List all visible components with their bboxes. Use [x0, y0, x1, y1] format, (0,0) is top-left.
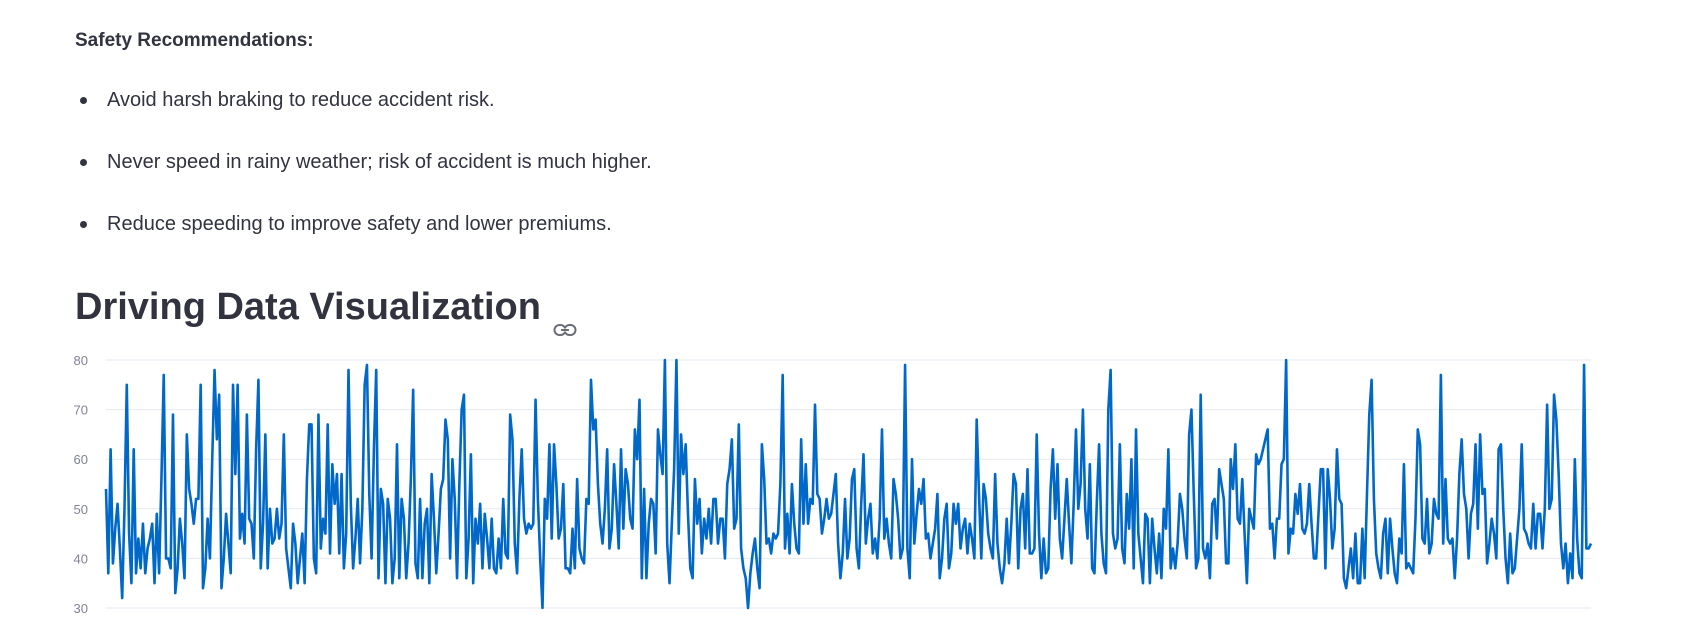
y-tick-label: 80	[74, 353, 88, 368]
recommendation-item: Reduce speeding to improve safety and lo…	[75, 212, 652, 274]
visualization-heading: Driving Data Visualization	[75, 284, 577, 336]
visualization-heading-text: Driving Data Visualization	[75, 286, 541, 328]
y-tick-label: 30	[74, 601, 88, 616]
link-icon[interactable]	[553, 302, 577, 336]
recommendation-item: Avoid harsh braking to reduce accident r…	[75, 88, 652, 150]
bullet-icon	[80, 97, 87, 104]
y-tick-label: 50	[74, 502, 88, 517]
bullet-icon	[80, 221, 87, 228]
bullet-icon	[80, 159, 87, 166]
series-line[interactable]	[104, 358, 1593, 610]
recommendations-list: Avoid harsh braking to reduce accident r…	[75, 88, 652, 274]
y-tick-label: 70	[74, 403, 88, 418]
recommendation-text: Avoid harsh braking to reduce accident r…	[107, 89, 495, 111]
line-chart[interactable]: 80 70 60 50 40 30	[66, 350, 1626, 630]
recommendation-item: Never speed in rainy weather; risk of ac…	[75, 150, 652, 212]
y-tick-label: 40	[74, 551, 88, 566]
recommendation-text: Reduce speeding to improve safety and lo…	[107, 213, 612, 235]
y-tick-label: 60	[74, 452, 88, 467]
driving-data-chart[interactable]: 80 70 60 50 40 30	[66, 350, 1626, 630]
recommendation-text: Never speed in rainy weather; risk of ac…	[107, 151, 652, 173]
recommendations-title: Safety Recommendations:	[75, 30, 314, 51]
